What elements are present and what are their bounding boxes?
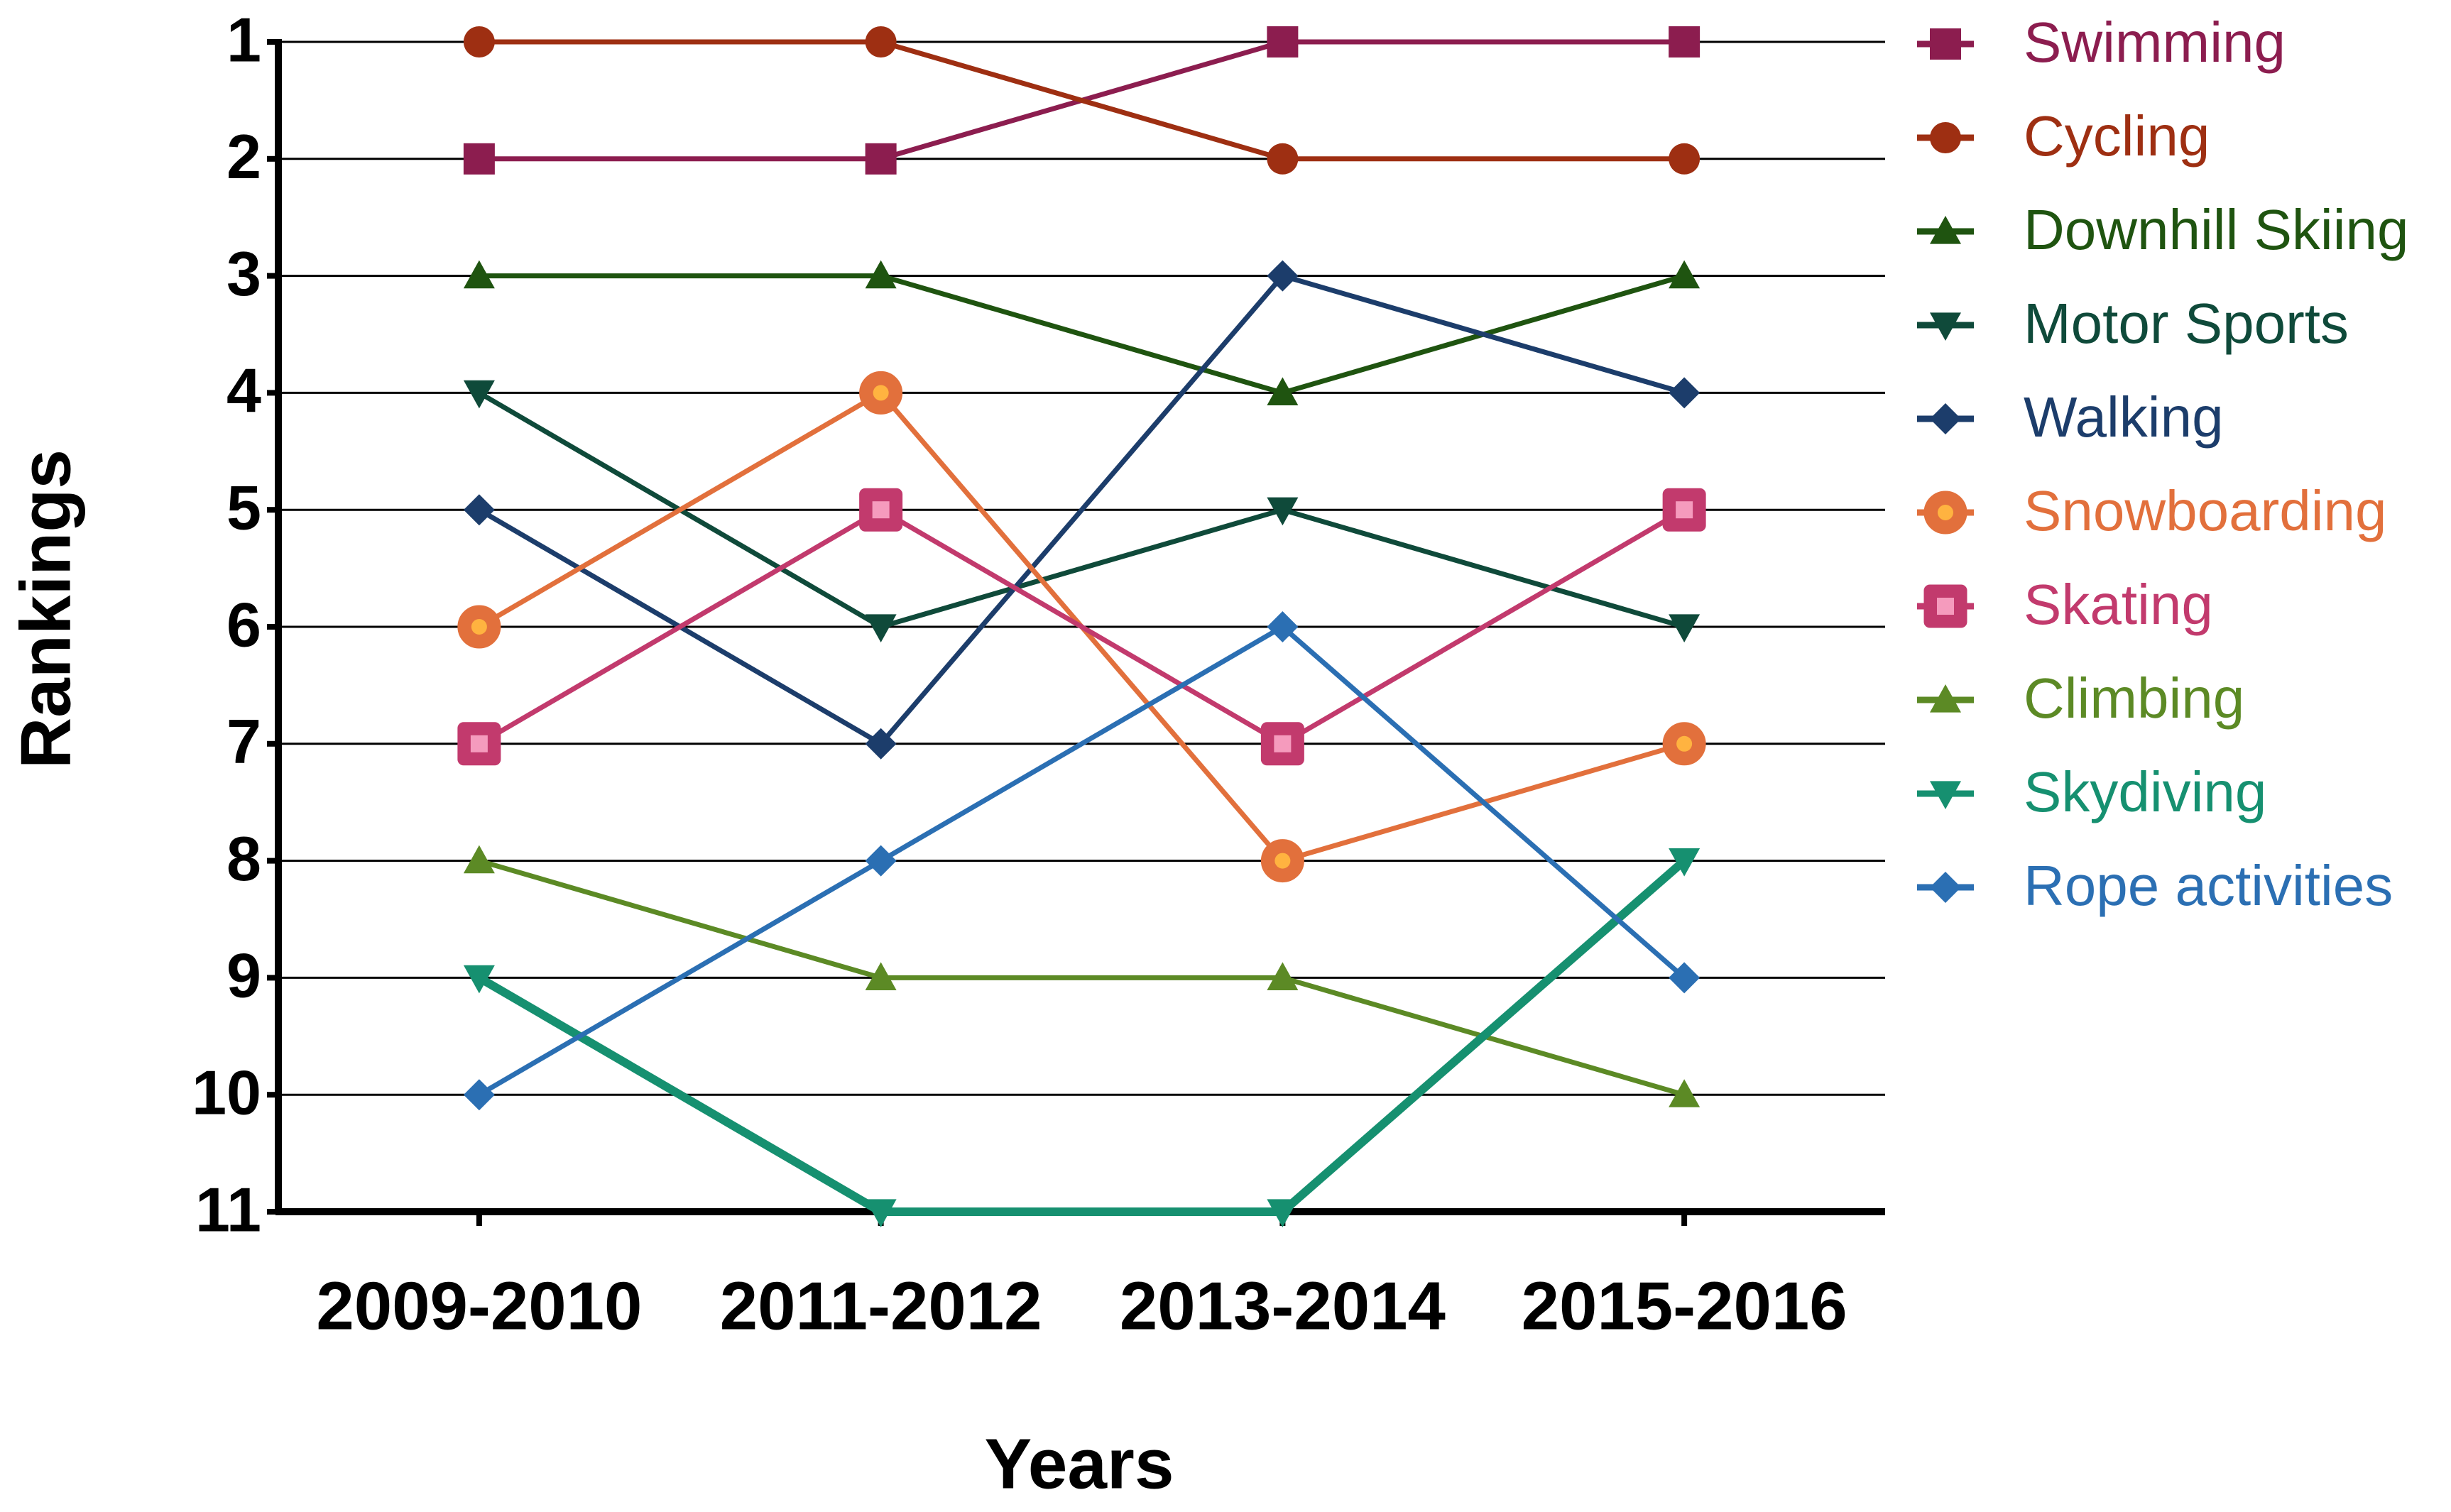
y-tick-label: 5 xyxy=(226,472,261,542)
marker xyxy=(1930,872,1961,903)
legend-label: Cycling xyxy=(2024,104,2210,168)
series-line xyxy=(478,507,1686,747)
legend-label: Climbing xyxy=(2024,667,2244,730)
marker xyxy=(463,143,495,175)
marker xyxy=(463,26,495,57)
marker xyxy=(865,614,897,642)
x-axis-title: Years xyxy=(985,1424,1174,1503)
marker xyxy=(1930,781,1961,809)
marker xyxy=(463,965,495,994)
marker xyxy=(1669,260,1701,289)
legend-label: Skydiving xyxy=(2024,760,2266,823)
series-line xyxy=(479,39,1685,162)
y-tick-label: 1 xyxy=(226,4,261,75)
legend-label: Motor Sports xyxy=(2024,292,2349,355)
marker xyxy=(463,1079,495,1111)
marker xyxy=(1930,684,1961,713)
marker xyxy=(1669,26,1701,57)
marker xyxy=(865,26,897,57)
series-line xyxy=(478,623,1686,1097)
series-line xyxy=(479,273,1686,396)
y-tick-label: 8 xyxy=(226,823,261,894)
legend-label: Rope activities xyxy=(2024,854,2393,917)
marker xyxy=(1669,848,1701,877)
marker-center xyxy=(1274,735,1292,752)
marker xyxy=(1669,614,1701,642)
legend-label: Walking xyxy=(2024,385,2224,449)
marker xyxy=(1267,143,1299,175)
marker xyxy=(1930,122,1961,153)
marker xyxy=(1930,403,1961,434)
marker xyxy=(1267,260,1299,292)
marker-center xyxy=(1938,505,1953,520)
marker xyxy=(1267,1199,1299,1227)
y-axis-title: Rankings xyxy=(6,449,85,769)
y-tick-label: 3 xyxy=(226,239,261,309)
marker xyxy=(865,143,897,175)
x-tick-label: 2015-2016 xyxy=(1522,1268,1847,1344)
x-tick-label: 2009-2010 xyxy=(316,1268,642,1344)
y-tick-label: 4 xyxy=(226,356,261,426)
marker-center xyxy=(1676,735,1693,752)
marker-center xyxy=(872,501,890,519)
marker xyxy=(1267,26,1299,57)
y-tick-label: 7 xyxy=(226,706,261,777)
marker-center xyxy=(873,385,889,401)
marker xyxy=(865,728,897,760)
marker xyxy=(463,845,495,874)
x-tick-label: 2011-2012 xyxy=(720,1268,1042,1344)
marker-center xyxy=(470,735,488,752)
marker xyxy=(1267,497,1299,526)
legend-label: Snowboarding xyxy=(2024,479,2386,542)
y-tick-label: 9 xyxy=(226,941,261,1011)
marker xyxy=(865,260,897,289)
marker xyxy=(1267,962,1299,990)
marker xyxy=(1930,28,1961,60)
marker xyxy=(463,494,495,526)
y-tick-label: 2 xyxy=(226,121,261,192)
marker xyxy=(1669,1079,1701,1107)
marker xyxy=(1669,962,1701,994)
marker-center xyxy=(471,619,487,635)
x-tick-label: 2013-2014 xyxy=(1120,1268,1446,1344)
y-tick-label: 11 xyxy=(195,1174,261,1244)
marker xyxy=(865,962,897,990)
marker xyxy=(865,845,897,877)
marker-center xyxy=(1937,598,1954,615)
marker-center xyxy=(1274,853,1291,869)
marker xyxy=(865,1199,897,1227)
marker-center xyxy=(1676,501,1693,519)
y-tick-label: 10 xyxy=(192,1057,261,1127)
marker xyxy=(463,260,495,289)
legend-label: Downhill Skiing xyxy=(2024,198,2408,261)
marker xyxy=(1267,377,1299,405)
marker xyxy=(1930,216,1961,244)
marker xyxy=(1669,143,1701,175)
marker xyxy=(1267,611,1299,642)
series-line xyxy=(476,858,1688,1216)
legend-label: Swimming xyxy=(2024,11,2286,74)
marker xyxy=(1930,312,1961,341)
marker xyxy=(1669,377,1701,409)
marker xyxy=(463,380,495,409)
legend-label: Skating xyxy=(2024,573,2213,636)
y-tick-label: 6 xyxy=(226,589,261,659)
